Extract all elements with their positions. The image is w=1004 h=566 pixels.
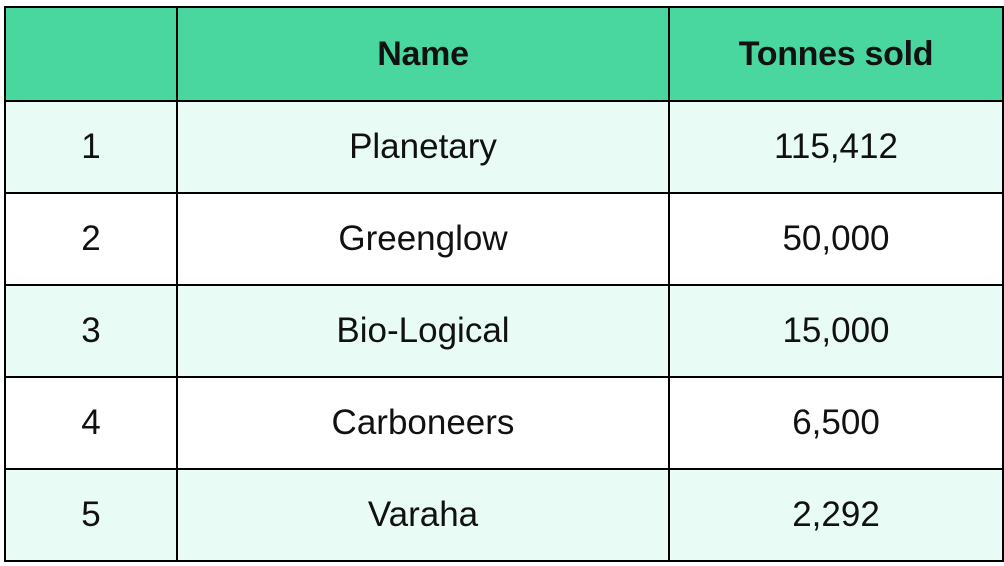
name-cell: Carboneers [176,376,670,470]
rank-cell: 4 [4,376,178,470]
name-cell: Bio-Logical [176,284,670,378]
name-cell: Planetary [176,100,670,194]
name-cell: Varaha [176,468,670,562]
tonnes-cell: 6,500 [668,376,1004,470]
header-name: Name [176,6,670,102]
tonnes-cell: 50,000 [668,192,1004,286]
header-tonnes-sold: Tonnes sold [668,6,1004,102]
rank-cell: 5 [4,468,178,562]
header-rank [4,6,178,102]
table-container: Name Tonnes sold 1 Planetary 115,412 2 Green… [4,6,1004,562]
tonnes-cell: 2,292 [668,468,1004,562]
rank-cell: 2 [4,192,178,286]
header-row: Name Tonnes sold [4,6,1004,102]
tonnes-cell: 115,412 [668,100,1004,194]
table-row: 1 Planetary 115,412 [4,100,1004,194]
rank-cell: 1 [4,100,178,194]
table-row: 3 Bio-Logical 15,000 [4,284,1004,378]
tonnes-cell: 15,000 [668,284,1004,378]
rank-cell: 3 [4,284,178,378]
table-row: 4 Carboneers 6,500 [4,376,1004,470]
table-row: 5 Varaha 2,292 [4,468,1004,562]
tonnes-sold-table: Name Tonnes sold 1 Planetary 115,412 2 Green… [4,6,1004,562]
name-cell: Greenglow [176,192,670,286]
table-row: 2 Greenglow 50,000 [4,192,1004,286]
